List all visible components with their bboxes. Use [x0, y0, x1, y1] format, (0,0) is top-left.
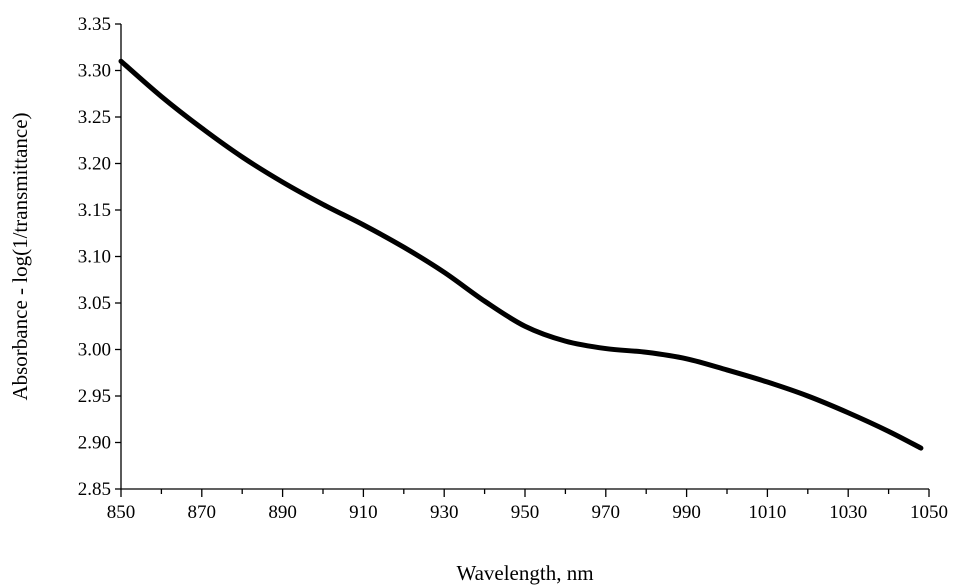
y-tick-label: 3.20 [78, 154, 111, 175]
y-tick-label: 2.95 [78, 386, 111, 407]
x-tick-label: 890 [268, 502, 297, 523]
x-axis: 850 870 890 910 930 950 970 990 1010 1030 1050 [107, 488, 948, 523]
x-tick-label: 1050 [910, 502, 948, 523]
series-group [118, 58, 924, 451]
x-tick-label: 1030 [829, 502, 867, 523]
y-tick-label: 3.35 [78, 14, 111, 35]
x-tick-label: 970 [592, 502, 621, 523]
x-axis-title: Wavelength, nm [456, 561, 593, 585]
x-tick-label: 930 [430, 502, 459, 523]
x-tick-label: 1010 [748, 502, 786, 523]
y-tick-label: 3.15 [78, 200, 111, 221]
x-tick-label: 870 [188, 502, 217, 523]
y-tick-label: 3.05 [78, 293, 111, 314]
y-axis-title: Absorbance - log(1/transmittance) [8, 112, 32, 400]
y-tick-label: 3.30 [78, 61, 111, 82]
x-tick-label: 910 [349, 502, 378, 523]
x-tick-label: 990 [672, 502, 701, 523]
y-tick-label: 3.10 [78, 247, 111, 268]
series-line [118, 58, 924, 451]
y-tick-label: 2.90 [78, 433, 111, 454]
y-tick-label: 3.00 [78, 340, 111, 361]
y-tick-label: 2.85 [78, 479, 111, 500]
x-tick-label: 850 [107, 502, 136, 523]
x-tick-label: 950 [511, 502, 540, 523]
y-axis: 2.85 2.90 2.95 3.00 3.05 3.10 3.15 3.20 3.25 3.30… [78, 14, 122, 500]
y-tick-label: 3.25 [78, 107, 111, 128]
